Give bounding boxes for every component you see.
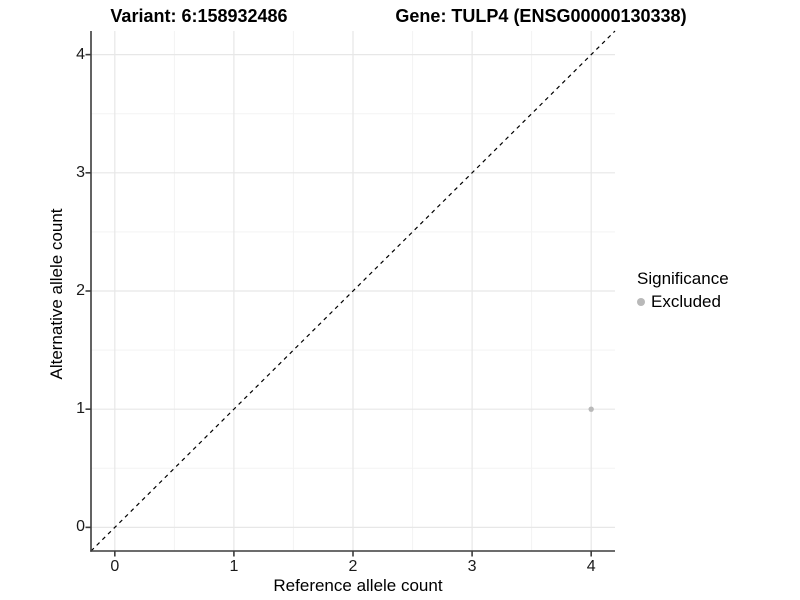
- y-tick-label: 3: [76, 163, 85, 181]
- data-point: [588, 406, 594, 412]
- x-tick-label: 2: [348, 558, 358, 575]
- y-tick-label: 1: [76, 400, 85, 418]
- legend-key-dot-icon: [637, 298, 645, 306]
- x-tick-label: 3: [467, 558, 477, 575]
- x-tick-label: 4: [586, 558, 596, 575]
- legend-item-label: Excluded: [651, 292, 721, 311]
- x-tick-label: 1: [229, 558, 239, 575]
- x-tick-label: 0: [110, 558, 120, 575]
- x-axis-title: Reference allele count: [273, 576, 443, 595]
- y-tick-label: 2: [76, 282, 85, 299]
- legend-title: Significance: [637, 269, 729, 288]
- identity-dashed-line: [90, 30, 616, 552]
- plot-title-variant: Variant: 6:158932486: [110, 6, 288, 26]
- y-tick-label: 0: [76, 518, 85, 536]
- y-tick-label: 4: [76, 45, 85, 63]
- y-axis-title: Alternative allele count: [47, 208, 66, 380]
- legend: Significance Excluded: [637, 268, 729, 312]
- plot-title-gene: Gene: TULP4 (ENSG00000130338): [395, 6, 687, 26]
- legend-item-excluded: Excluded: [637, 292, 729, 312]
